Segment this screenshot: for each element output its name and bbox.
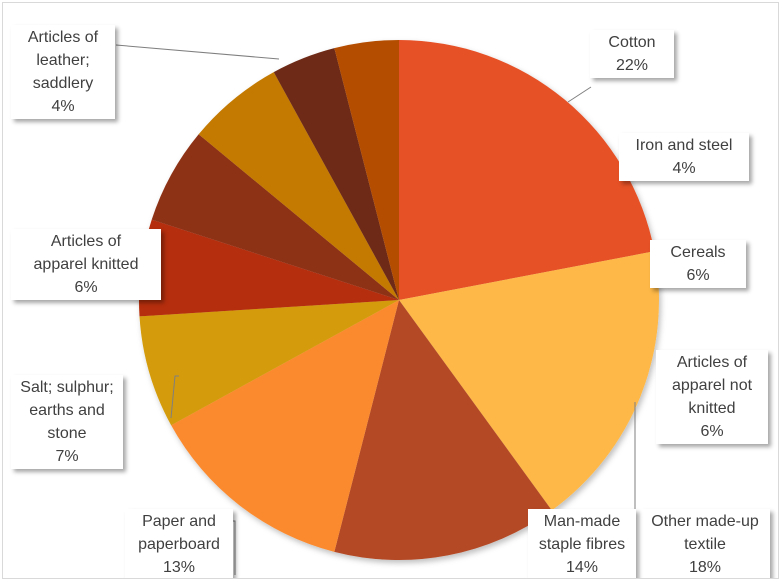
data-label-percent: 7%	[55, 448, 79, 465]
pie-slice-articles-of-apparel-not-knitted[interactable]	[151, 134, 399, 300]
data-label-paper-and-paperboard: Paper and paperboard 13%	[125, 509, 233, 578]
data-label-percent: 14%	[565, 559, 599, 576]
pie-slice-cotton[interactable]	[399, 40, 655, 300]
pie-slice-man-made-staple-fibres[interactable]	[334, 300, 552, 560]
data-label-name-line: Man-made	[543, 513, 621, 530]
pie-slice-cereals[interactable]	[198, 72, 399, 300]
pie-slice-salt-sulphur-earths-and-stone[interactable]	[139, 300, 399, 426]
data-label-name-line: apparel not	[671, 377, 753, 394]
leader-line-salt-sulphur-earths-and-stone	[170, 375, 179, 419]
data-label-percent: 6%	[686, 267, 710, 284]
data-label-name-line: Cereals	[670, 244, 726, 261]
data-label-name-line: Other made-up	[651, 513, 759, 530]
leader-line-cotton	[567, 86, 592, 103]
leader-lines	[115, 44, 636, 575]
pie-slice-iron-and-steel[interactable]	[334, 40, 399, 300]
data-label-name-line: staple fibres	[538, 536, 626, 553]
data-label-iron-and-steel: Iron and steel 4%	[619, 133, 749, 181]
data-label-percent: 4%	[672, 160, 696, 177]
data-label-name-line: stone	[47, 425, 87, 442]
data-label-name-line: Salt; sulphur;	[20, 379, 114, 396]
pie-slice-paper-and-paperboard[interactable]	[171, 300, 399, 552]
data-label-cereals: Cereals 6%	[650, 240, 746, 288]
pie-chart	[115, 40, 659, 575]
data-label-name-line: Paper and	[142, 513, 216, 530]
data-label-other-made-up-textile: Other made-up textile 18%	[640, 509, 770, 578]
data-label-name-line: leather;	[36, 52, 90, 69]
data-label-name-line: Articles of	[27, 29, 99, 46]
pie-slices	[138, 40, 659, 560]
data-label-name-line: Articles of	[50, 233, 122, 250]
data-label-name-line: knitted	[688, 400, 736, 417]
data-label-name-line: earths and	[29, 402, 105, 419]
data-label-articles-of-apparel-not-knitted: Articles of apparel not knitted 6%	[656, 350, 768, 444]
data-label-percent: 18%	[688, 559, 722, 576]
data-label-percent: 6%	[74, 279, 98, 296]
pie-slice-other-made-up-textile[interactable]	[399, 251, 659, 511]
data-label-name-line: apparel knitted	[33, 256, 139, 273]
data-label-salt-sulphur-earths-and-stone: Salt; sulphur; earths and stone 7%	[11, 375, 123, 469]
data-label-man-made-staple-fibres: Man-made staple fibres 14%	[528, 509, 636, 578]
data-label-name-line: Articles of	[676, 354, 748, 371]
data-label-articles-of-apparel-knitted: Articles of apparel knitted 6%	[11, 229, 161, 300]
data-label-articles-of-leather-saddlery: Articles of leather; saddlery 4%	[11, 25, 115, 119]
pie-slice-articles-of-apparel-knitted[interactable]	[138, 219, 400, 317]
data-label-percent: 22%	[615, 57, 649, 74]
data-label-name-line: Iron and steel	[635, 137, 733, 154]
pie-slice-articles-of-leather-saddlery[interactable]	[273, 48, 399, 300]
leader-line-articles-of-leather-saddlery	[115, 44, 280, 60]
data-label-percent: 6%	[700, 423, 724, 440]
data-label-name-line: Cotton	[608, 34, 656, 51]
data-label-name-line: paperboard	[138, 536, 220, 553]
data-label-name-line: saddlery	[32, 75, 94, 92]
data-label-cotton: Cotton 22%	[590, 30, 674, 78]
data-label-name-line: textile	[684, 536, 726, 553]
data-label-percent: 4%	[51, 98, 75, 115]
data-label-percent: 13%	[162, 559, 196, 576]
